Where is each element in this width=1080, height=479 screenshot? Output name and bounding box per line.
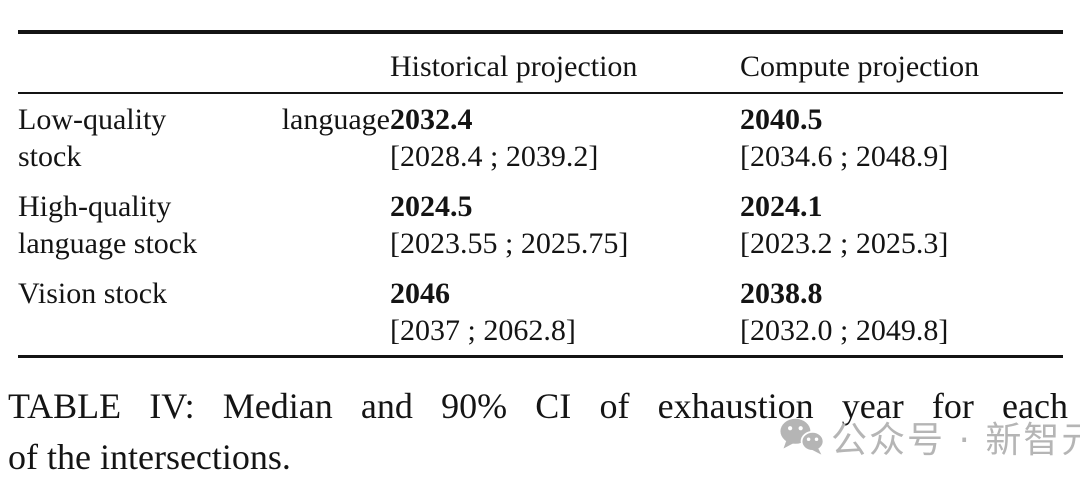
historical-projection-cell: 2032.4 [2028.4 ; 2039.2] [390,93,740,181]
col-header-empty [18,32,390,94]
compute-projection-cell: 2024.1 [2023.2 ; 2025.3] [740,181,1063,268]
table-row-vision-stock: Vision stock 2046 [2037 ; 2062.8] 2038.8… [18,268,1063,357]
row-label-line1: Low-quality language [18,103,390,136]
exhaustion-year-table: Historical projection Compute projection… [18,30,1063,358]
table-caption: TABLE IV: Median and 90% CI of exhaustio… [8,381,1068,479]
compute-projection-cell: 2040.5 [2034.6 ; 2048.9] [740,93,1063,181]
confidence-interval: [2023.55 ; 2025.75] [390,227,629,260]
confidence-interval: [2034.6 ; 2048.9] [740,140,949,173]
table-row-high-quality-language-stock: High-quality language stock 2024.5 [2023… [18,181,1063,268]
median-value: 2024.1 [740,190,823,223]
table-header-row: Historical projection Compute projection [18,32,1063,94]
confidence-interval: [2037 ; 2062.8] [390,314,576,347]
watermark: 公众号 · 新智元 [780,411,1080,463]
median-value: 2040.5 [740,103,823,136]
median-value: 2032.4 [390,103,473,136]
row-label-line2: stock [18,140,82,173]
confidence-interval: [2032.0 ; 2049.8] [740,314,949,347]
col-header-historical-projection: Historical projection [390,32,740,94]
historical-projection-cell: 2046 [2037 ; 2062.8] [390,268,740,357]
table-caption-line1: TABLE IV: Median and 90% CI of exhaustio… [8,386,1068,426]
row-label: High-quality language stock [18,181,390,268]
historical-projection-cell: 2024.5 [2023.55 ; 2025.75] [390,181,740,268]
row-label: Low-quality language stock [18,93,390,181]
confidence-interval: [2028.4 ; 2039.2] [390,140,599,173]
median-value: 2046 [390,277,450,310]
watermark-text: 公众号 · 新智元 [831,420,1080,461]
col-header-compute-projection: Compute projection [740,32,1063,94]
compute-projection-cell: 2038.8 [2032.0 ; 2049.8] [740,268,1063,357]
row-label-line2: language stock [18,227,198,260]
row-label: Vision stock [18,268,390,357]
row-label-line1: Vision stock [18,277,168,310]
table-row-low-quality-language-stock: Low-quality language stock 2032.4 [2028.… [18,93,1063,181]
median-value: 2024.5 [390,190,473,223]
confidence-interval: [2023.2 ; 2025.3] [740,227,949,260]
table-caption-line2: of the intersections. [8,437,291,477]
median-value: 2038.8 [740,277,823,310]
wechat-icon [780,418,824,456]
row-label-line1: High-quality [18,190,172,223]
